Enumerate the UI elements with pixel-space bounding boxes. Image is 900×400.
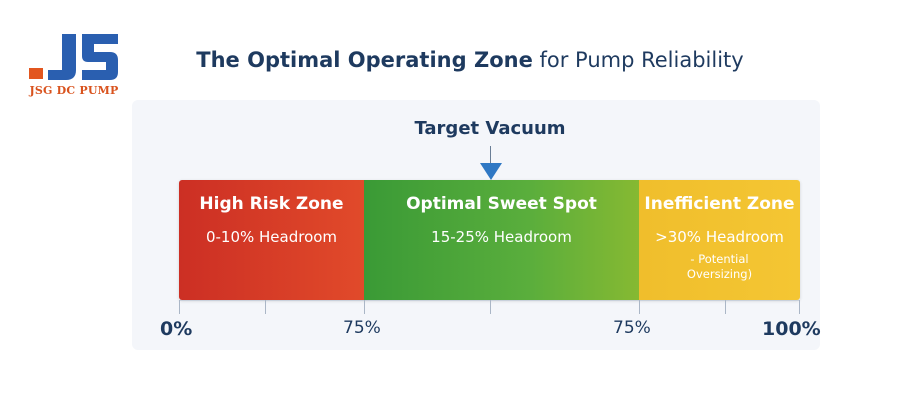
jsg-logo-mark <box>29 34 118 80</box>
zone-high-risk: High Risk Zone 0-10% Headroom <box>179 180 364 300</box>
axis-tick <box>725 300 726 314</box>
axis-tick <box>179 300 180 314</box>
axis-tick <box>364 300 365 314</box>
axis-tick <box>799 300 800 314</box>
zone-optimal: Optimal Sweet Spot 15-25% Headroom <box>364 180 639 300</box>
logo-text: JSG DC PUMP <box>29 84 119 97</box>
zone-title: Optimal Sweet Spot <box>406 194 597 214</box>
axis-label-end: 100% <box>762 318 821 340</box>
zone-subtitle: >30% Headroom <box>655 228 784 246</box>
target-vacuum-label: Target Vacuum <box>414 118 566 139</box>
zone-subtitle: 15-25% Headroom <box>431 228 572 246</box>
zone-note-line2: Oversizing) <box>686 267 753 281</box>
zone-note: - Potential Oversizing) <box>639 252 800 282</box>
axis-label: 75% <box>613 318 651 338</box>
axis-label-start: 0% <box>160 318 193 340</box>
zone-title: Inefficient Zone <box>644 194 795 214</box>
page-title: The Optimal Operating Zone for Pump Reli… <box>0 48 900 72</box>
axis-tick <box>265 300 266 314</box>
target-arrow-icon <box>480 163 502 180</box>
axis-label: 75% <box>343 318 381 338</box>
axis-tick <box>639 300 640 314</box>
zone-subtitle: 0-10% Headroom <box>205 228 338 246</box>
zone-inefficient: Inefficient Zone >30% Headroom - Potenti… <box>639 180 800 300</box>
zone-title: High Risk Zone <box>199 194 344 214</box>
zone-note-line1: - Potential <box>690 252 749 266</box>
title-rest: for Pump Reliability <box>532 48 744 72</box>
zone-bar: High Risk Zone 0-10% Headroom Optimal Sw… <box>179 180 800 300</box>
target-pointer-line <box>490 146 491 164</box>
axis-line <box>179 300 800 301</box>
title-bold: The Optimal Operating Zone <box>196 48 533 72</box>
axis-tick <box>490 300 491 314</box>
